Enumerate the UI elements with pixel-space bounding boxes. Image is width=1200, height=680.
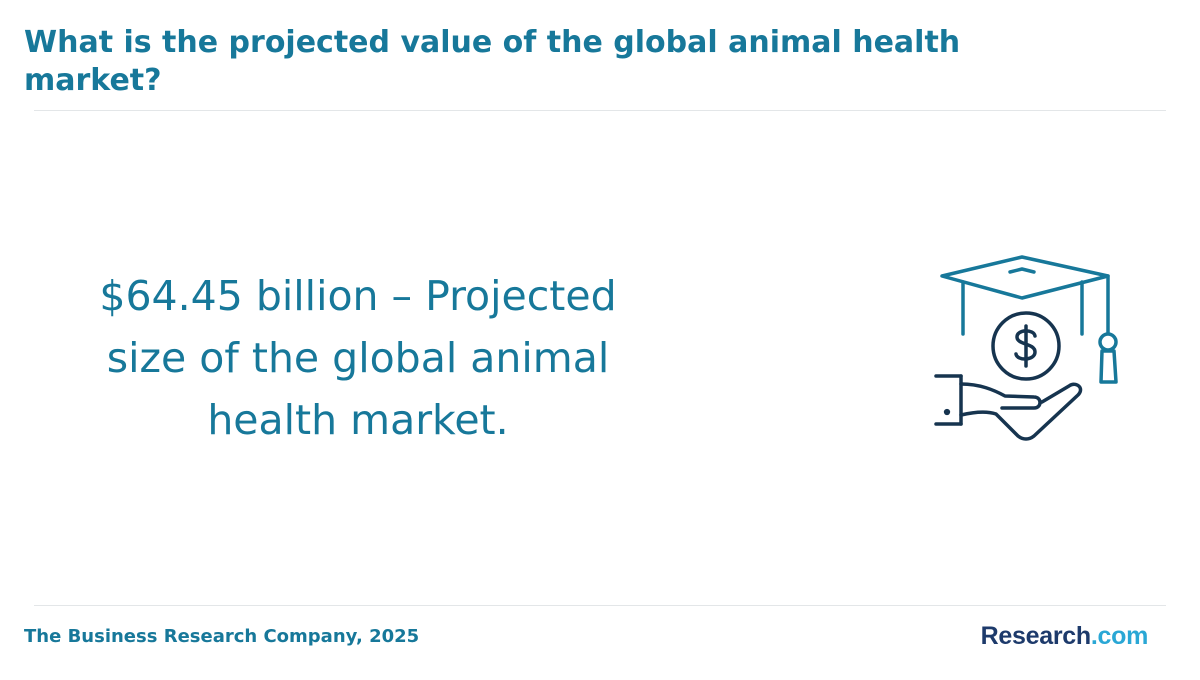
header-divider: [34, 110, 1166, 111]
research-com-logo: Research.com: [980, 621, 1149, 651]
open-hand-icon: [934, 374, 1083, 441]
logo-main-text: Research: [980, 622, 1091, 650]
footer-divider: [34, 605, 1166, 606]
dollar-coin-icon: [991, 311, 1061, 381]
source-credit: The Business Research Company, 2025: [24, 626, 420, 647]
graduation-cap-icon: [940, 255, 1118, 384]
logo-suffix-text: .com: [1090, 622, 1148, 650]
graduation-cap-coin-hand-icon: [930, 250, 1130, 450]
headline-statistic: $64.45 billion – Projected size of the g…: [99, 272, 617, 444]
page-title: What is the projected value of the globa…: [24, 25, 961, 98]
